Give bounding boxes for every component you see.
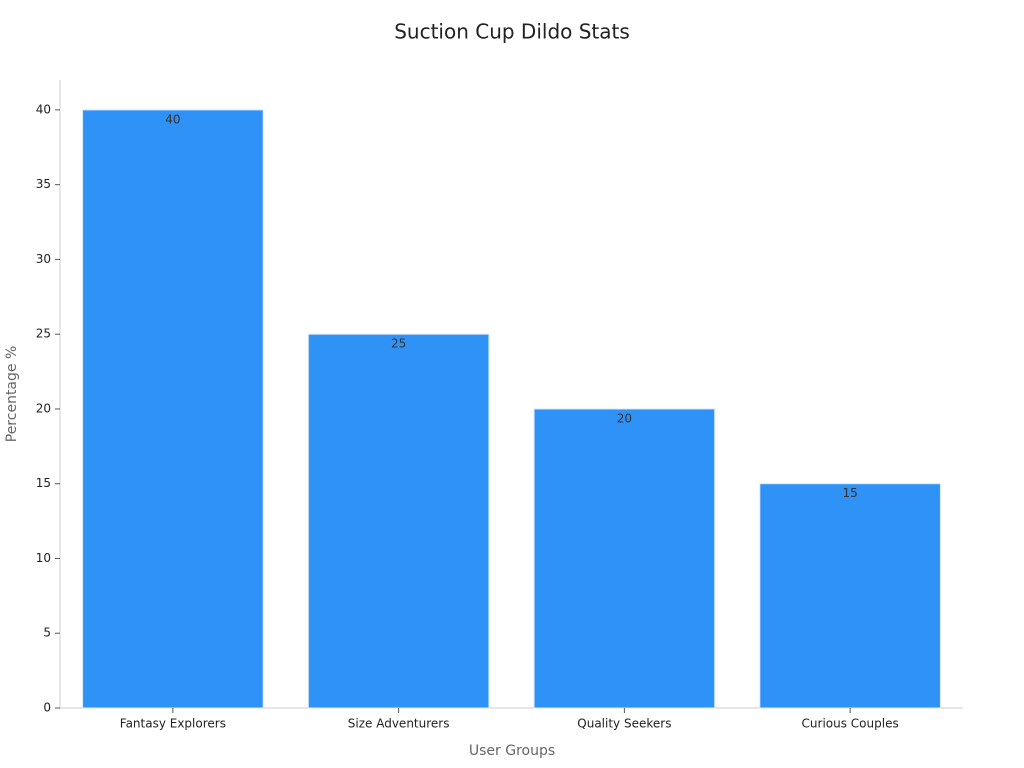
- x-tick-label: Size Adventurers: [348, 717, 450, 731]
- y-tick-label: 15: [36, 476, 51, 490]
- x-tick-label: Fantasy Explorers: [120, 717, 226, 731]
- bar: [759, 483, 941, 709]
- bar: [82, 109, 264, 709]
- data-label: 15: [842, 486, 857, 500]
- y-tick-label: 30: [36, 252, 51, 266]
- y-tick-label: 5: [43, 626, 51, 640]
- chart-title: Suction Cup Dildo Stats: [394, 20, 630, 44]
- y-tick-label: 25: [36, 327, 51, 341]
- y-tick-label: 10: [36, 551, 51, 565]
- bar: [307, 333, 490, 709]
- x-tick-label: Curious Couples: [802, 717, 899, 731]
- y-tick-label: 0: [43, 701, 51, 715]
- y-tick-label: 35: [36, 177, 51, 191]
- y-axis-label: Percentage %: [4, 346, 20, 443]
- y-tick-label: 40: [36, 102, 51, 116]
- data-label: 25: [391, 337, 406, 351]
- x-axis-label: User Groups: [469, 743, 555, 759]
- y-tick-label: 20: [36, 401, 51, 415]
- data-label: 40: [165, 112, 180, 126]
- data-label: 20: [617, 411, 632, 425]
- bar: [533, 408, 716, 709]
- x-tick-label: Quality Seekers: [577, 717, 671, 731]
